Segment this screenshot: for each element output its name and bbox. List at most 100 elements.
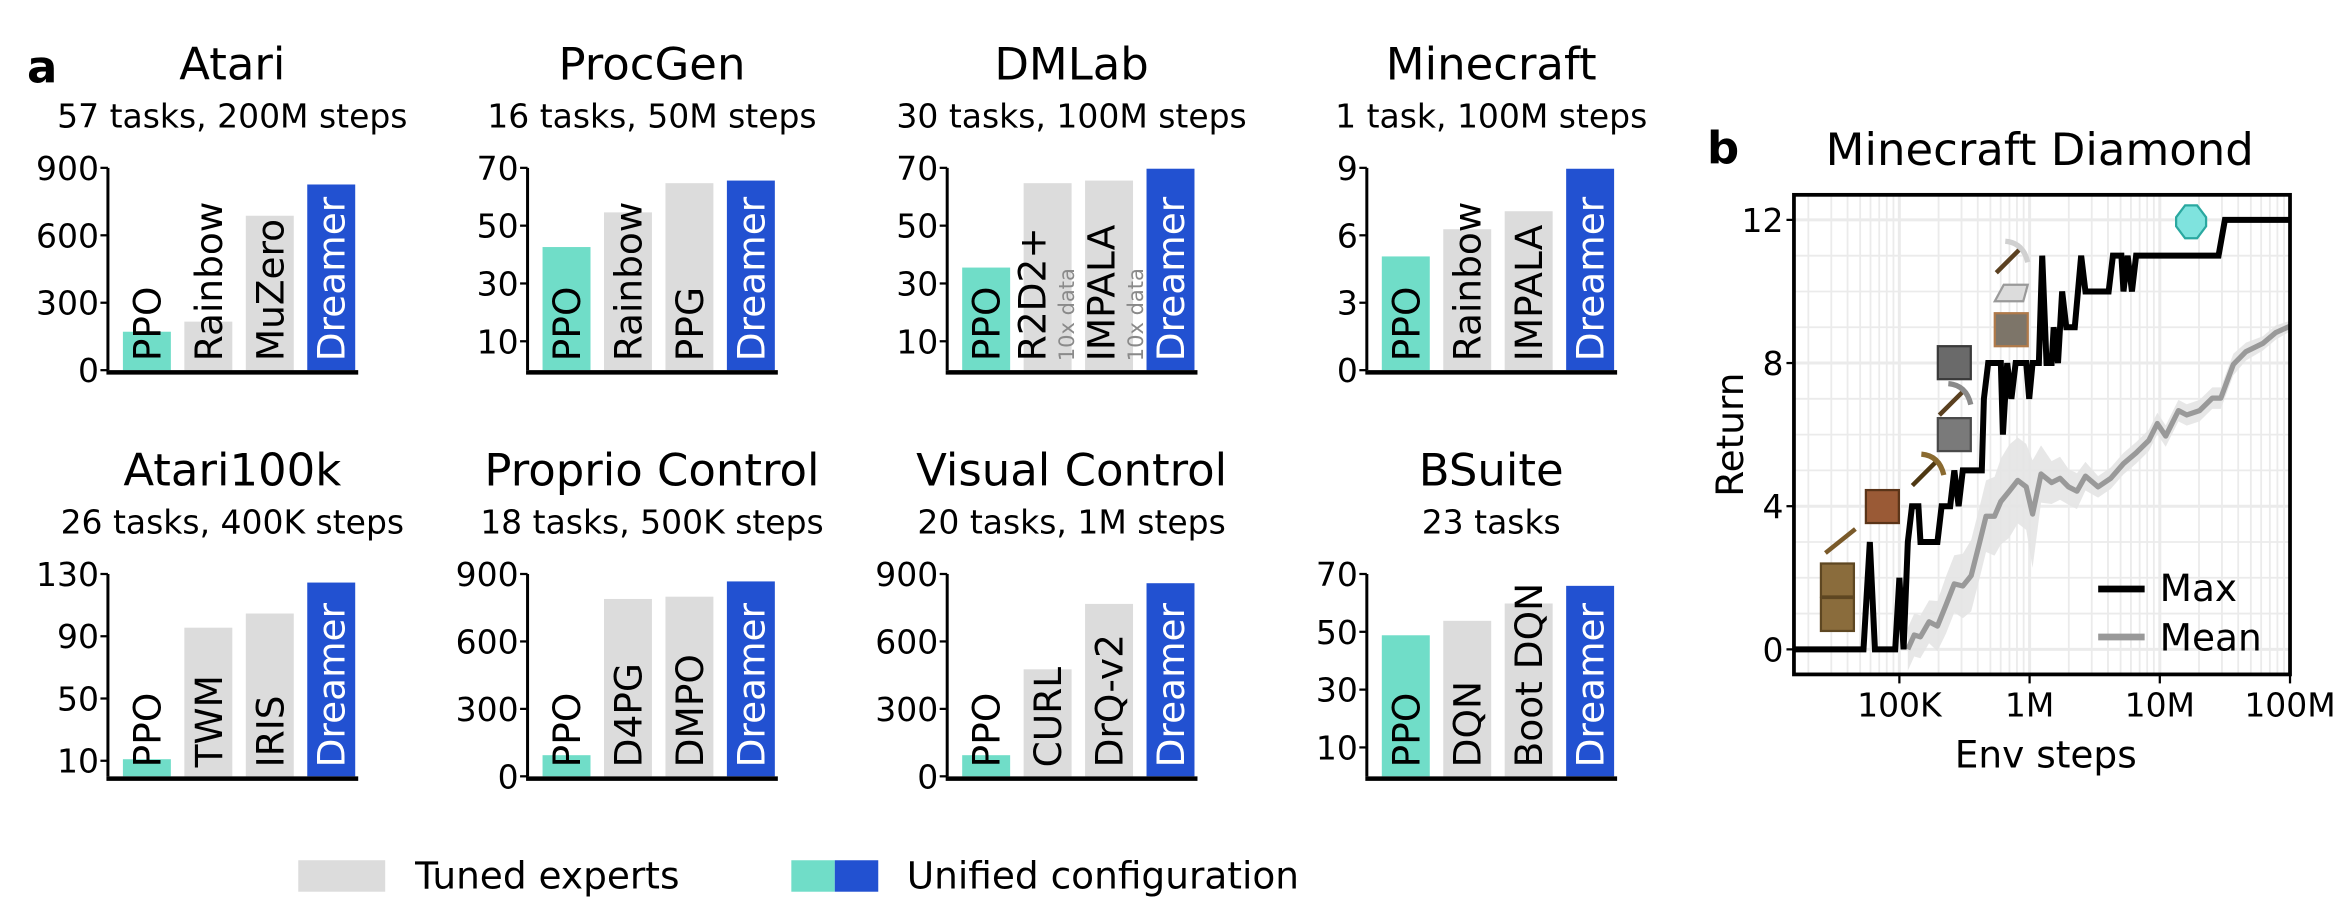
bar-label: IMPALA — [1507, 224, 1551, 361]
iron-ore-icon — [1993, 312, 2029, 348]
bar-label: R2D2+ — [1010, 227, 1054, 361]
bar-label: Dreamer — [310, 602, 354, 767]
legend-swatch-unified-dreamer — [834, 860, 879, 892]
bar-label: Rainbow — [187, 202, 231, 362]
bar — [1146, 168, 1195, 371]
bar — [184, 321, 233, 371]
bar-note: 10x data — [1124, 268, 1148, 361]
bar-label: D4PG — [606, 663, 650, 767]
bar-label: Dreamer — [729, 602, 773, 767]
bar — [245, 613, 294, 777]
bar — [307, 184, 356, 371]
bar — [542, 247, 591, 371]
bar-label: Dreamer — [729, 196, 773, 361]
series-line-max — [1793, 216, 2291, 653]
bar — [1381, 635, 1430, 777]
bar-label: IMPALA — [1079, 224, 1123, 361]
bar-label: PPG — [668, 287, 712, 361]
chart-title: Minecraft — [1386, 37, 1597, 90]
y-tick-label: 0 — [78, 351, 99, 390]
bar-label: PPO — [1384, 693, 1428, 768]
y-tick-label: 30 — [1316, 671, 1358, 710]
stick-icon — [1824, 527, 1857, 555]
chart-title: Minecraft Diamond — [1826, 123, 2254, 176]
bar-chart-minecraft: Minecraft 1 task, 100M steps PPO Rainbow IMP… — [1335, 37, 1647, 390]
y-tick-label: 8 — [1762, 344, 1783, 383]
y-tick-label: 600 — [456, 622, 519, 661]
bar-label: PPO — [545, 287, 589, 362]
bar — [1023, 183, 1072, 371]
y-tick-label: 9 — [1337, 149, 1358, 188]
bar-label: Dreamer — [310, 196, 354, 361]
bar-label: Dreamer — [1149, 196, 1193, 361]
y-tick-label: 900 — [456, 555, 519, 594]
chart-title: DMLab — [994, 37, 1149, 90]
bar-label: Dreamer — [1569, 196, 1613, 361]
bar-chart-procgen: ProcGen 16 tasks, 50M steps PPO Rainbow PPG D… — [477, 37, 817, 375]
bar — [726, 581, 775, 777]
y-tick-label: 600 — [36, 216, 99, 255]
chart-subtitle: 16 tasks, 50M steps — [487, 96, 816, 135]
crafting-table-icon — [1864, 488, 1900, 525]
legend-swatch-tuned — [298, 860, 386, 892]
y-tick-label: 50 — [57, 679, 99, 718]
chart-subtitle: 26 tasks, 400K steps — [61, 503, 404, 542]
legend: Tuned experts Unified configuration — [298, 854, 1299, 898]
y-tick-label: 12 — [1742, 201, 1784, 240]
bar-chart-visual-control: Visual Control 20 tasks, 1M steps PPO CURL D… — [875, 444, 1227, 797]
x-axis-label: Env steps — [1955, 732, 2137, 776]
y-tick-label: 600 — [875, 622, 938, 661]
bar — [1566, 168, 1615, 371]
y-tick-label: 30 — [896, 264, 938, 303]
bar-label: IRIS — [248, 695, 292, 767]
legend-label-unified: Unified configuration — [907, 854, 1299, 898]
x-tick-label: 100M — [2244, 685, 2335, 724]
chart-subtitle: 57 tasks, 200M steps — [57, 96, 407, 135]
y-tick-label: 0 — [1762, 630, 1783, 669]
bar-label: PPO — [545, 693, 589, 768]
y-tick-label: 50 — [1316, 613, 1358, 652]
y-tick-label: 10 — [477, 322, 519, 361]
bar-panels: Atari 57 tasks, 200M steps PPO Rainbow MuZer… — [36, 37, 1647, 796]
bar — [1146, 583, 1195, 777]
chart-subtitle: 1 task, 100M steps — [1335, 96, 1647, 135]
iron-ingot-icon — [1992, 283, 2030, 303]
chart-title: Proprio Control — [484, 444, 819, 497]
cobblestone-icon — [1936, 417, 1972, 453]
log-icon — [1819, 562, 1856, 598]
bar-label: Rainbow — [1446, 202, 1490, 362]
y-tick-label: 30 — [477, 264, 519, 303]
y-tick-label: 130 — [36, 555, 99, 594]
y-tick-label: 70 — [477, 149, 519, 188]
y-tick-label: 4 — [1762, 487, 1783, 526]
bar-label: PPO — [125, 287, 169, 362]
bar — [603, 598, 652, 777]
y-tick-label: 10 — [896, 322, 938, 361]
legend-label-mean: Mean — [2160, 615, 2262, 659]
bar — [1085, 180, 1134, 371]
bar-label: PPO — [965, 287, 1009, 362]
furnace-icon — [1936, 345, 1972, 381]
bar — [1566, 585, 1615, 777]
bar-label: Boot DQN — [1507, 583, 1551, 767]
y-tick-label: 50 — [896, 207, 938, 246]
bar-note: 10x data — [1055, 268, 1079, 361]
log-icon — [1819, 596, 1856, 633]
chart-subtitle: 20 tasks, 1M steps — [917, 503, 1225, 542]
panel-label-b: b — [1707, 121, 1739, 174]
bar — [962, 755, 1011, 777]
y-tick-label: 300 — [36, 284, 99, 323]
bar — [1443, 229, 1492, 371]
chart-title: BSuite — [1419, 444, 1564, 497]
bar — [245, 215, 294, 371]
bar — [122, 331, 171, 371]
bar-label: Dreamer — [1569, 602, 1613, 767]
legend-label-tuned: Tuned experts — [414, 854, 679, 898]
y-tick-label: 6 — [1337, 216, 1358, 255]
bar — [603, 212, 652, 371]
y-tick-label: 50 — [477, 207, 519, 246]
y-tick-label: 3 — [1337, 284, 1358, 323]
bar — [122, 759, 171, 777]
bar-label: Rainbow — [606, 202, 650, 362]
y-tick-label: 0 — [498, 757, 519, 796]
